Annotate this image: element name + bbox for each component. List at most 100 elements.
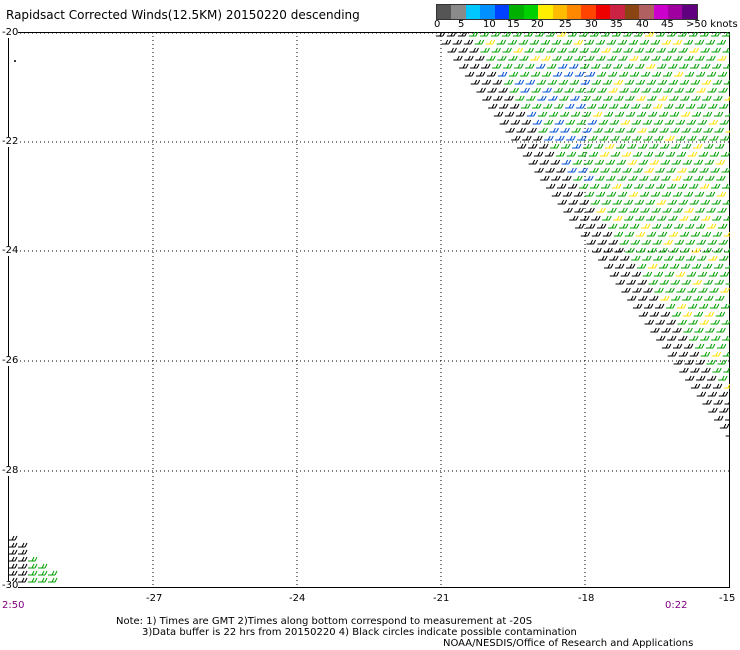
wind-barb: [632, 303, 643, 309]
wind-barb: [480, 47, 490, 53]
wind-barb: [721, 319, 730, 325]
colorbar-segment: [581, 5, 596, 19]
wind-barb: [636, 263, 647, 269]
wind-barb: [717, 71, 728, 77]
wind-barb: [675, 271, 686, 277]
wind-barb: [529, 39, 540, 45]
wind-barb: [540, 39, 551, 45]
wind-barb: [713, 263, 724, 269]
wind-barb: [676, 303, 687, 309]
wind-barb: [673, 71, 684, 77]
wind-barb: [548, 111, 559, 117]
wind-barb: [509, 87, 519, 93]
wind-barb: [663, 87, 673, 93]
wind-barb: [625, 263, 636, 269]
wind-barb: [623, 199, 634, 205]
wind-barb: [632, 151, 643, 157]
wind-barb: [662, 55, 672, 61]
wind-barb: [600, 32, 611, 37]
wind-barb: [640, 207, 650, 213]
wind-barb: [672, 327, 682, 333]
wind-barb: [499, 119, 510, 125]
wind-barb: [708, 119, 719, 125]
wind-barb: [702, 111, 713, 117]
wind-barb: [453, 55, 463, 61]
wind-barb: [649, 159, 660, 165]
wind-barb: [486, 71, 497, 77]
colorbar-segment: [639, 5, 654, 19]
wind-barb: [715, 295, 725, 301]
wind-barb: [702, 95, 712, 101]
wind-barb: [684, 359, 694, 365]
wind-barb: [469, 47, 479, 53]
wind-barb: [537, 111, 548, 117]
wind-barb: [519, 71, 530, 77]
wind-barb: [702, 399, 712, 405]
wind-barb: [492, 63, 502, 69]
wind-barb: [710, 32, 721, 37]
figure-title: Rapidsact Corrected Winds(12.5KM) 201502…: [6, 8, 360, 22]
wind-barb: [673, 55, 683, 61]
wind-barb: [573, 39, 584, 45]
wind-barb: [655, 319, 665, 325]
colorbar-label: 10: [483, 19, 496, 30]
wind-barb: [572, 143, 582, 149]
wind-barb: [682, 295, 692, 301]
wind-barb: [533, 151, 544, 157]
wind-barb: [672, 175, 682, 181]
wind-barb: [536, 79, 547, 85]
wind-barb: [563, 207, 573, 213]
wind-barb: [684, 223, 695, 229]
wind-barb: [608, 87, 618, 93]
colorbar-label: 20: [531, 19, 544, 30]
wind-barb: [712, 383, 723, 389]
wind-barb: [687, 303, 698, 309]
wind-barb: [671, 311, 682, 317]
wind-barb: [594, 143, 604, 149]
wind-barb: [498, 87, 508, 93]
colorbar-segment: [437, 5, 452, 19]
wind-barb: [698, 287, 708, 293]
wind-barb: [667, 199, 678, 205]
wind-barb: [541, 55, 551, 61]
wind-barb: [654, 287, 664, 293]
wind-barb: [517, 143, 527, 149]
wind-barb: [677, 319, 687, 325]
wind-barb: [636, 111, 647, 117]
wind-barb: [679, 63, 689, 69]
wind-barb: [625, 111, 636, 117]
wind-barb: [576, 103, 586, 109]
wind-barb: [628, 191, 639, 197]
wind-barb: [524, 47, 534, 53]
lon-label-15: -15: [719, 593, 736, 604]
wind-barb: [543, 119, 554, 125]
colorbar-segment: [595, 5, 611, 19]
wind-barb: [696, 375, 706, 381]
wind-barb: [580, 63, 590, 69]
wind-barb: [539, 143, 549, 149]
time-label-left: 2:50: [2, 600, 25, 611]
wind-barb: [687, 287, 697, 293]
wind-barb: [694, 39, 705, 45]
wind-barb: [678, 47, 688, 53]
wind-barb: [719, 407, 729, 413]
wind-barb: [700, 47, 710, 53]
colorbar-label: 5: [458, 19, 465, 30]
wind-barb: [719, 271, 730, 277]
wind-barb: [624, 215, 634, 221]
wind-barb: [574, 55, 584, 61]
wind-barb: [640, 223, 651, 229]
wind-barb: [676, 287, 686, 293]
wind-barb: [459, 63, 469, 69]
wind-barb: [684, 55, 694, 61]
wind-barb: [688, 32, 699, 37]
wind-barb: [709, 303, 720, 309]
wind-barb: [693, 295, 703, 301]
wind-barb: [585, 71, 596, 77]
wind-barb: [579, 47, 589, 53]
wind-barb: [48, 570, 58, 576]
wind-barb: [555, 135, 565, 141]
wind-barb: [621, 135, 631, 141]
wind-barb: [723, 383, 730, 389]
